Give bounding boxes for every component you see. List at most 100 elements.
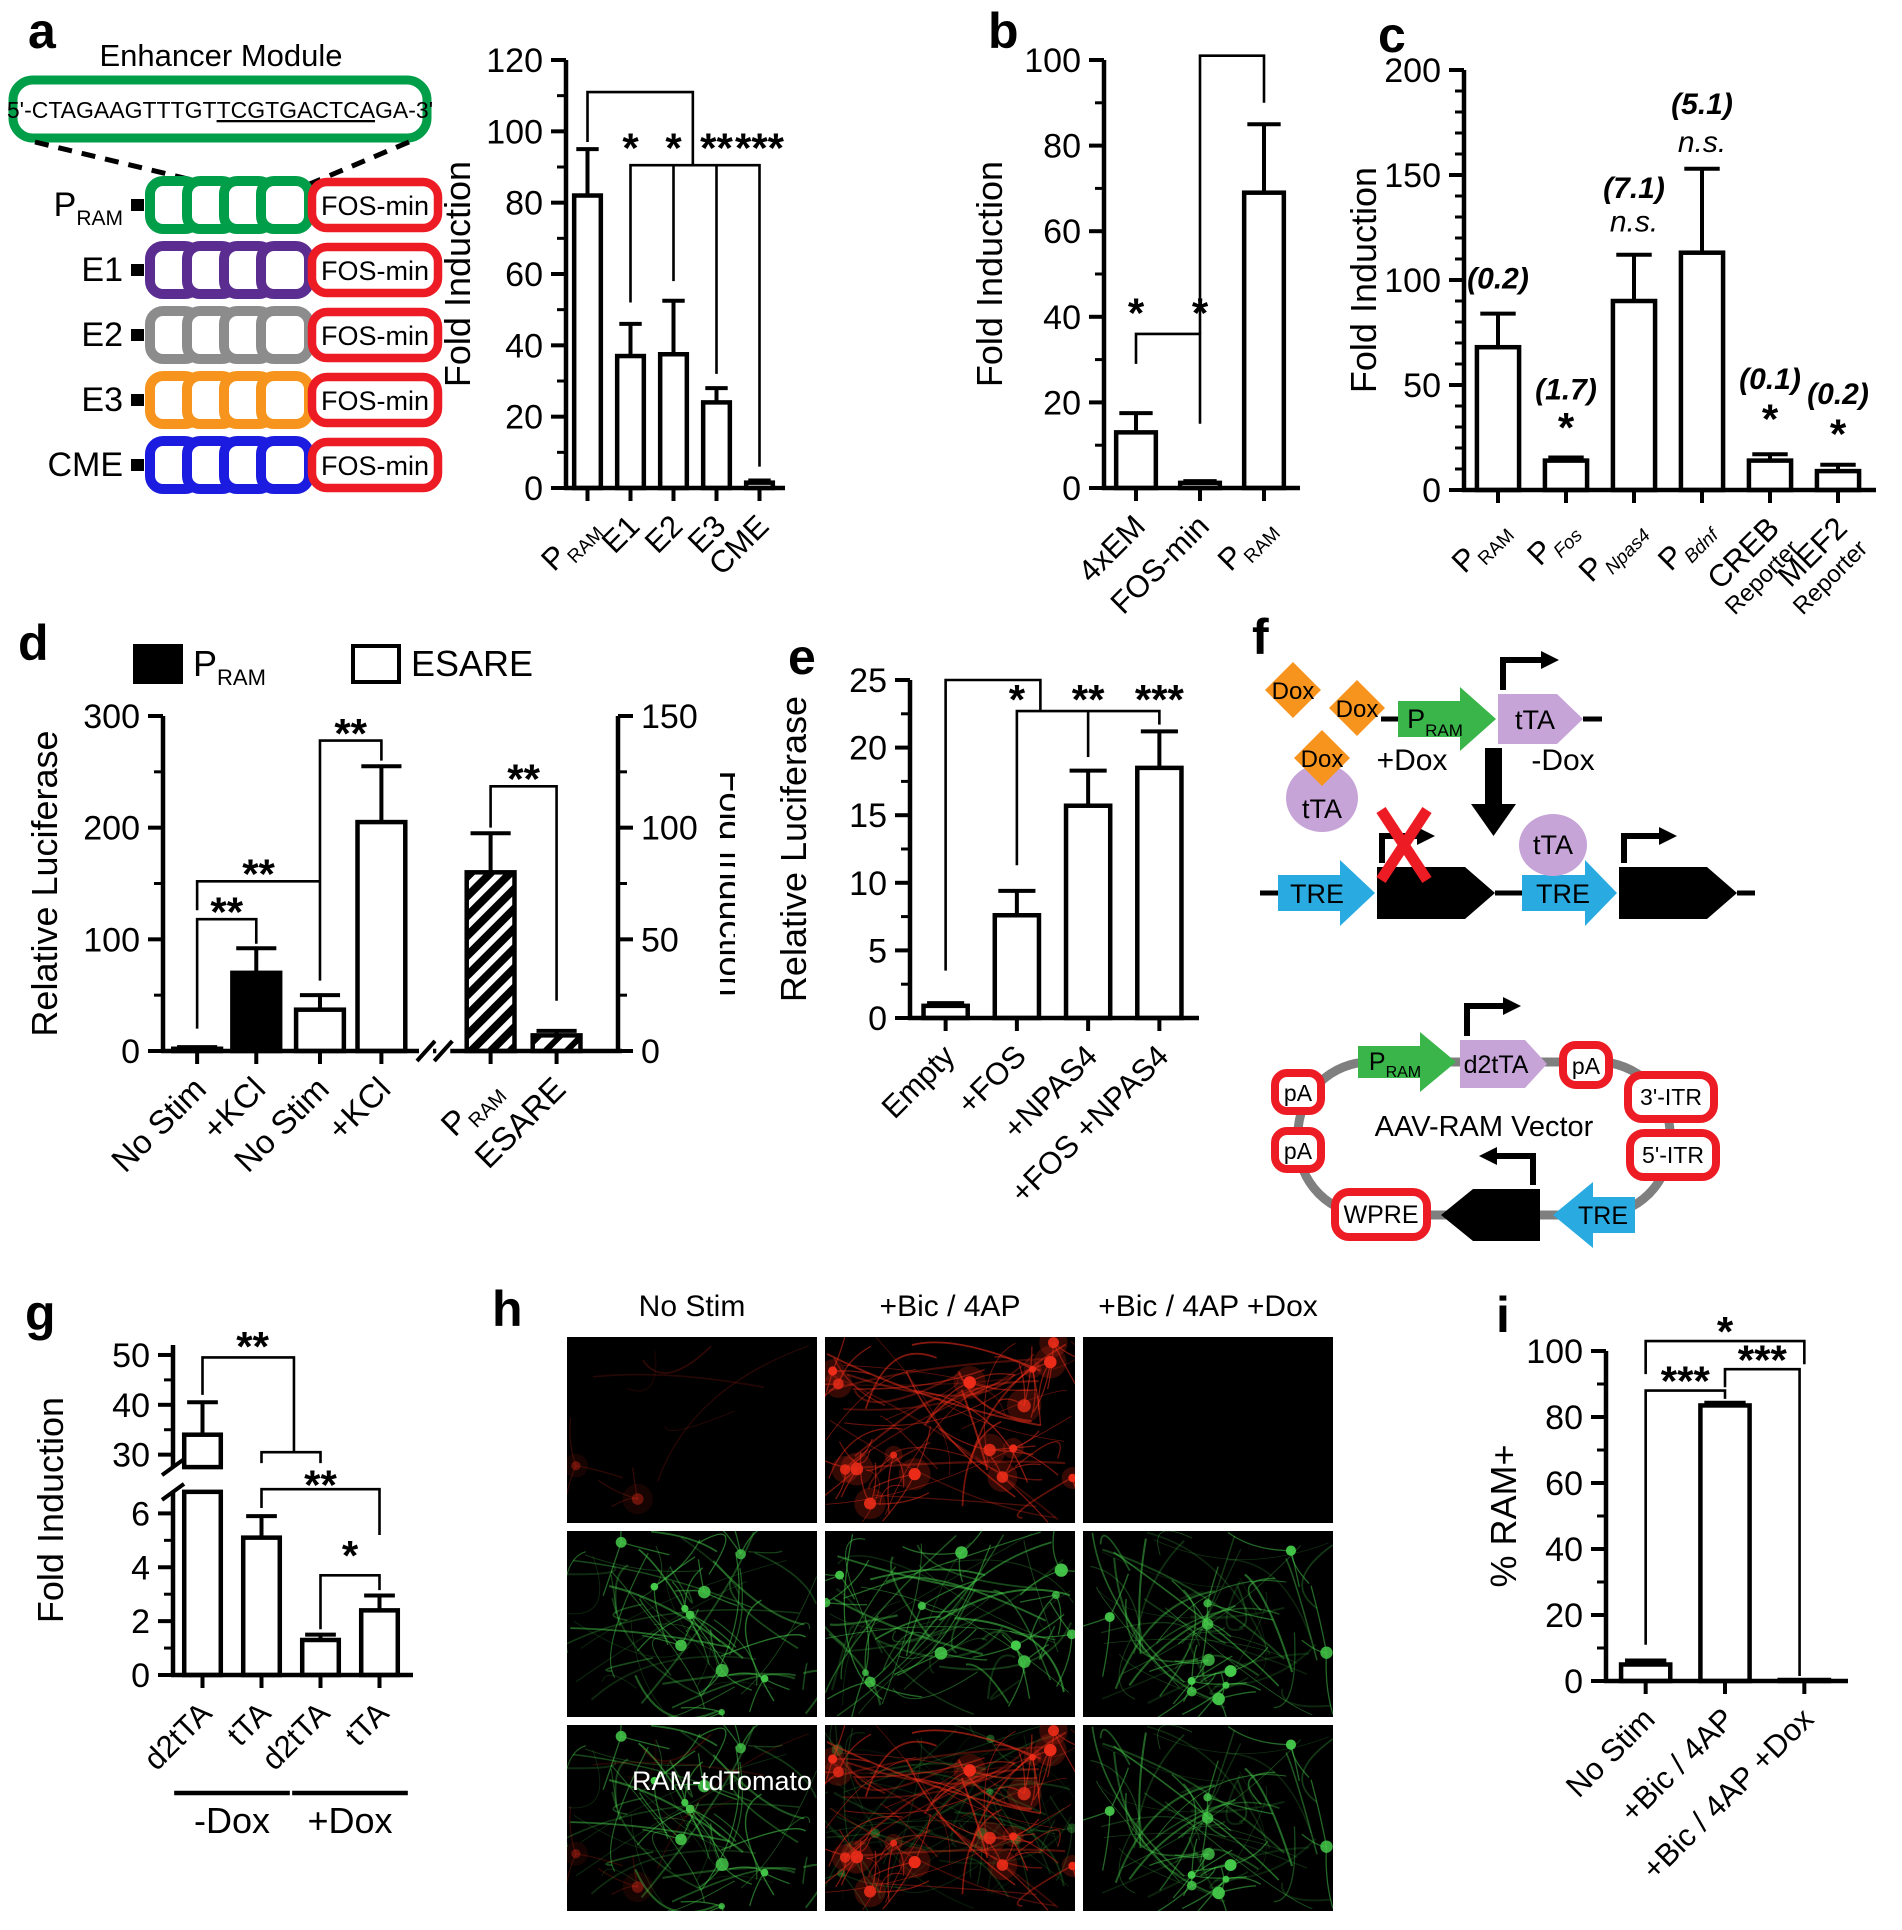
- pram-promoter-arrow: [1398, 687, 1496, 751]
- fos-min-box: [307, 307, 443, 363]
- transcription-arrowhead-left: [1479, 1147, 1497, 1165]
- significance-stars: *: [1762, 396, 1779, 443]
- tta-protein-blob: [1286, 764, 1358, 832]
- panel-letter-i: i: [1496, 1287, 1510, 1343]
- right-tick-label: 0: [641, 1033, 660, 1071]
- y-tick-label: 50: [1403, 367, 1441, 405]
- y-axis-label: Relative Luciferase: [24, 730, 65, 1036]
- y-tick-label: 5: [868, 932, 887, 970]
- construct-label-CME: CME: [47, 446, 123, 484]
- y-tick-label: 50: [112, 1337, 150, 1375]
- construct-label-PRAM: PRAM: [54, 186, 123, 230]
- effector-label-2: Effector: [1630, 880, 1716, 908]
- bar-PRAM: [1474, 344, 1522, 493]
- enhancer-repeat-square: [256, 176, 314, 234]
- significance-stars: ***: [735, 124, 785, 171]
- overlay-label-ram-tdtomato: RAM-tdTomato: [632, 1766, 813, 1796]
- bar-CREBReporter: [1746, 458, 1794, 493]
- x-tick-label: PRAM: [1211, 508, 1285, 582]
- significance-bracket: [195, 879, 320, 911]
- y-tick-label: 25: [849, 662, 887, 700]
- enhancer-sequence-box: [8, 75, 432, 143]
- chart-a-fold-induction: 0 20 40 60 80 100 120 Fold Induction PRAM E1 E2 E3 C…: [428, 12, 796, 614]
- y-tick-label: 300: [83, 698, 140, 736]
- effector-gene-active: [1619, 867, 1737, 919]
- column-header-nostim: No Stim: [638, 1290, 746, 1323]
- x-break-mark: [432, 1039, 454, 1063]
- connector-tick: [131, 394, 144, 406]
- significance-stars: **: [304, 1461, 337, 1508]
- vector-5itr-label: 5'-ITR: [1642, 1142, 1704, 1168]
- y-tick-label: 0: [1422, 472, 1441, 510]
- y-tick-label: 4: [131, 1549, 150, 1587]
- fos-min-label: FOS-min: [321, 191, 429, 221]
- tta-label-3: tTA: [1533, 830, 1573, 860]
- connector-tick: [131, 329, 144, 341]
- y-tick-label: 40: [1545, 1531, 1583, 1569]
- enhancer-repeat-square: [256, 436, 314, 494]
- significance-bracket: [260, 1487, 381, 1535]
- y-tick-label: 100: [1526, 1333, 1583, 1371]
- y-tick-label: 200: [83, 810, 140, 848]
- transcription-arrowhead: [1417, 827, 1435, 845]
- y-tick-label: 30: [112, 1437, 150, 1475]
- enhancer-repeat-square: [256, 241, 314, 299]
- bar-No Stim: [293, 1007, 347, 1054]
- y-tick-label: 80: [1545, 1399, 1583, 1437]
- transcription-arrow: [1621, 833, 1659, 863]
- tta-label-1: tTA: [1302, 794, 1342, 824]
- micrograph-bic4ap-map2: [825, 1531, 1075, 1717]
- micrograph-bic4ap-dox-merged: [1083, 1725, 1333, 1911]
- dox-diamond-1: [1265, 662, 1321, 718]
- significance-bracket: [201, 1356, 296, 1453]
- y-tick-label: 60: [1545, 1465, 1583, 1503]
- significance-stars: *: [1558, 404, 1575, 451]
- x-tick-label: d2tTA: [137, 1695, 219, 1777]
- bar-E1: [614, 353, 647, 491]
- micrograph-bic4ap-merged: [825, 1725, 1075, 1911]
- transcription-arrow-left: [1497, 1153, 1536, 1185]
- significance-stars: **: [236, 1323, 269, 1370]
- vector-3itr-label: 3'-ITR: [1640, 1084, 1702, 1110]
- bar-PRAM: [464, 870, 517, 1054]
- tre-label-1: TRE: [1290, 879, 1344, 909]
- column-header-bic4ap-dox: +Bic / 4AP +Dox: [1098, 1290, 1318, 1323]
- x-tick-label: PNpas4: [1572, 510, 1655, 593]
- y-tick-label: 40: [1043, 299, 1081, 337]
- significance-stars: *: [1192, 290, 1209, 337]
- significance-stars: **: [507, 756, 540, 803]
- x-tick-label: PRAM: [534, 508, 608, 582]
- y-tick-label: 40: [505, 327, 543, 365]
- chart-b-fold-induction: 0 20 40 60 80 100 Fold Induction 4xEM FOS-min PRA…: [952, 12, 1334, 614]
- y-tick-label: 80: [1043, 128, 1081, 166]
- annotation: (0.1): [1739, 363, 1801, 396]
- bar-PRAM: [571, 193, 604, 491]
- right-tick-label: 50: [641, 921, 679, 959]
- construct-rows: PRAM FOS-min E1 FOS-min E2 FOS-min E3 FOS-min CM…: [47, 176, 443, 494]
- tre-arrow-blocked: [1278, 860, 1375, 926]
- y-axis-label: Fold Induction: [969, 161, 1010, 387]
- enhancer-module-diagram: Enhancer Module 5'-CTAGAAGTTTGTTCGTGACTC…: [7, 38, 443, 494]
- minus-dox-label: -Dox: [1531, 744, 1594, 777]
- bar-E3: [700, 400, 733, 491]
- bar-+NPAS4: [1063, 803, 1113, 1021]
- x-tick-label: +KCl: [320, 1070, 397, 1147]
- axis-break-mark: [160, 1482, 186, 1502]
- tta-gene-box: [1498, 694, 1583, 744]
- annotation: (7.1): [1603, 172, 1665, 205]
- y-tick-label: 100: [1024, 42, 1081, 80]
- y-tick-label: 100: [83, 921, 140, 959]
- fos-min-box: [307, 437, 443, 493]
- fos-min-label: FOS-min: [321, 451, 429, 481]
- enhancer-repeat-square: [256, 371, 314, 429]
- bar-PNpas4: [1610, 298, 1658, 493]
- bar-+FOS +NPAS4: [1135, 765, 1184, 1021]
- annotation: (1.7): [1535, 374, 1597, 407]
- dox-diamond-3: [1294, 730, 1350, 786]
- significance-stars: **: [700, 124, 733, 171]
- transcription-arrowhead: [1541, 651, 1559, 669]
- dashed-pointer-right: [304, 139, 410, 189]
- fos-min-box: [307, 177, 443, 233]
- significance-stars: *: [622, 124, 639, 171]
- significance-bracket: [944, 678, 1042, 971]
